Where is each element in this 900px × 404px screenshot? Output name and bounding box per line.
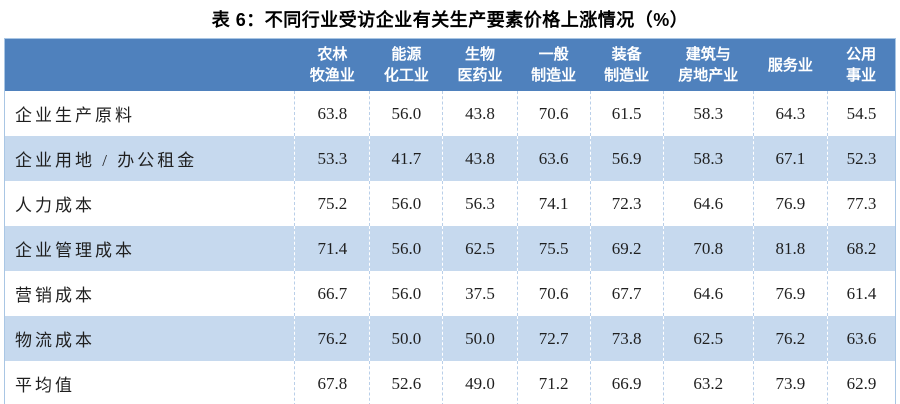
- data-cell: 56.0: [369, 91, 443, 136]
- table-row: 人力成本 75.2 56.0 56.3 74.1 72.3 64.6 76.9 …: [5, 181, 896, 226]
- row-label: 物流成本: [15, 331, 95, 350]
- data-cell: 63.6: [516, 136, 591, 181]
- data-cell: 58.3: [662, 136, 754, 181]
- table-row: 企业用地 / 办公租金 53.3 41.7 43.8 63.6 56.9 58.…: [4, 136, 896, 181]
- column-header-services: 服务业: [753, 38, 828, 91]
- data-cell: 75.2: [294, 181, 370, 226]
- column-header-utilities: 公用 事业: [827, 38, 896, 91]
- data-cell: 56.0: [369, 226, 443, 271]
- data-cell: 74.1: [516, 181, 591, 226]
- data-cell: 61.5: [589, 91, 664, 136]
- table-container: 农林 牧渔业 能源 化工业 生物 医药业 一般 制造业 装备 制造业 建筑与 房…: [4, 38, 896, 404]
- column-header-biomedicine: 生物 医药业: [442, 38, 518, 91]
- data-cell: 49.0: [442, 361, 518, 404]
- column-header-energy-chemical: 能源 化工业: [369, 38, 443, 91]
- data-cell: 63.2: [662, 361, 754, 404]
- column-header-general-manufacturing: 一般 制造业: [517, 38, 591, 91]
- table-row: 平均值 67.8 52.6 49.0 71.2 66.9 63.2 73.9 6…: [5, 361, 896, 404]
- data-cell: 63.6: [826, 316, 896, 361]
- data-cell: 62.9: [826, 361, 896, 404]
- row-label: 企业用地 / 办公租金: [15, 151, 198, 170]
- data-cell: 81.8: [752, 226, 828, 271]
- industry-factor-price-table: 农林 牧渔业 能源 化工业 生物 医药业 一般 制造业 装备 制造业 建筑与 房…: [4, 38, 896, 404]
- row-label: 企业生产原料: [15, 106, 135, 125]
- data-cell: 54.5: [826, 91, 896, 136]
- data-cell: 68.2: [826, 226, 896, 271]
- data-cell: 56.3: [442, 181, 518, 226]
- data-cell: 76.2: [752, 316, 828, 361]
- data-cell: 56.0: [369, 271, 443, 316]
- data-cell: 76.2: [294, 316, 370, 361]
- data-cell: 52.3: [826, 136, 896, 181]
- table-row: 企业生产原料 63.8 56.0 43.8 70.6 61.5 58.3 64.…: [5, 91, 896, 136]
- header-row: 农林 牧渔业 能源 化工业 生物 医药业 一般 制造业 装备 制造业 建筑与 房…: [4, 38, 896, 91]
- data-cell: 71.2: [516, 361, 591, 404]
- data-cell: 70.6: [516, 271, 591, 316]
- data-cell: 75.5: [516, 226, 591, 271]
- column-header-construction-realestate: 建筑与 房地产业: [663, 38, 754, 91]
- data-cell: 70.6: [516, 91, 591, 136]
- table-row: 企业管理成本 71.4 56.0 62.5 75.5 69.2 70.8 81.…: [4, 226, 896, 271]
- data-cell: 76.9: [752, 271, 828, 316]
- data-cell: 41.7: [369, 136, 443, 181]
- data-cell: 70.8: [662, 226, 754, 271]
- data-cell: 73.9: [752, 361, 828, 404]
- data-cell: 67.8: [294, 361, 370, 404]
- data-cell: 69.2: [589, 226, 664, 271]
- row-label: 平均值: [15, 376, 75, 395]
- table-row: 营销成本 66.7 56.0 37.5 70.6 67.7 64.6 76.9 …: [5, 271, 896, 316]
- data-cell: 73.8: [589, 316, 664, 361]
- corner-cell: [4, 38, 295, 91]
- data-cell: 52.6: [369, 361, 443, 404]
- data-cell: 56.0: [369, 181, 443, 226]
- data-cell: 61.4: [826, 271, 896, 316]
- data-cell: 50.0: [369, 316, 443, 361]
- column-header-agriculture: 农林 牧渔业: [294, 38, 370, 91]
- row-label: 人力成本: [15, 196, 95, 215]
- data-cell: 37.5: [442, 271, 518, 316]
- data-cell: 58.3: [662, 91, 754, 136]
- data-cell: 53.3: [294, 136, 370, 181]
- data-cell: 64.6: [662, 271, 754, 316]
- data-cell: 76.9: [752, 181, 828, 226]
- table-row: 物流成本 76.2 50.0 50.0 72.7 73.8 62.5 76.2 …: [4, 316, 896, 361]
- row-label: 企业管理成本: [15, 241, 135, 260]
- row-label: 营销成本: [15, 286, 95, 305]
- data-cell: 66.9: [589, 361, 664, 404]
- data-cell: 72.3: [589, 181, 664, 226]
- data-cell: 63.8: [294, 91, 370, 136]
- data-cell: 56.9: [589, 136, 664, 181]
- data-cell: 62.5: [442, 226, 518, 271]
- data-cell: 50.0: [442, 316, 518, 361]
- data-cell: 77.3: [826, 181, 896, 226]
- data-cell: 71.4: [294, 226, 370, 271]
- table-title: 表 6：不同行业受访企业有关生产要素价格上涨情况（%）: [211, 10, 689, 30]
- data-cell: 72.7: [516, 316, 591, 361]
- column-header-equipment-manufacturing: 装备 制造业: [590, 38, 664, 91]
- data-cell: 43.8: [442, 91, 518, 136]
- data-cell: 67.7: [589, 271, 664, 316]
- data-cell: 64.3: [752, 91, 828, 136]
- data-cell: 62.5: [662, 316, 754, 361]
- data-cell: 43.8: [442, 136, 518, 181]
- data-cell: 66.7: [294, 271, 370, 316]
- data-cell: 67.1: [752, 136, 828, 181]
- data-cell: 64.6: [662, 181, 754, 226]
